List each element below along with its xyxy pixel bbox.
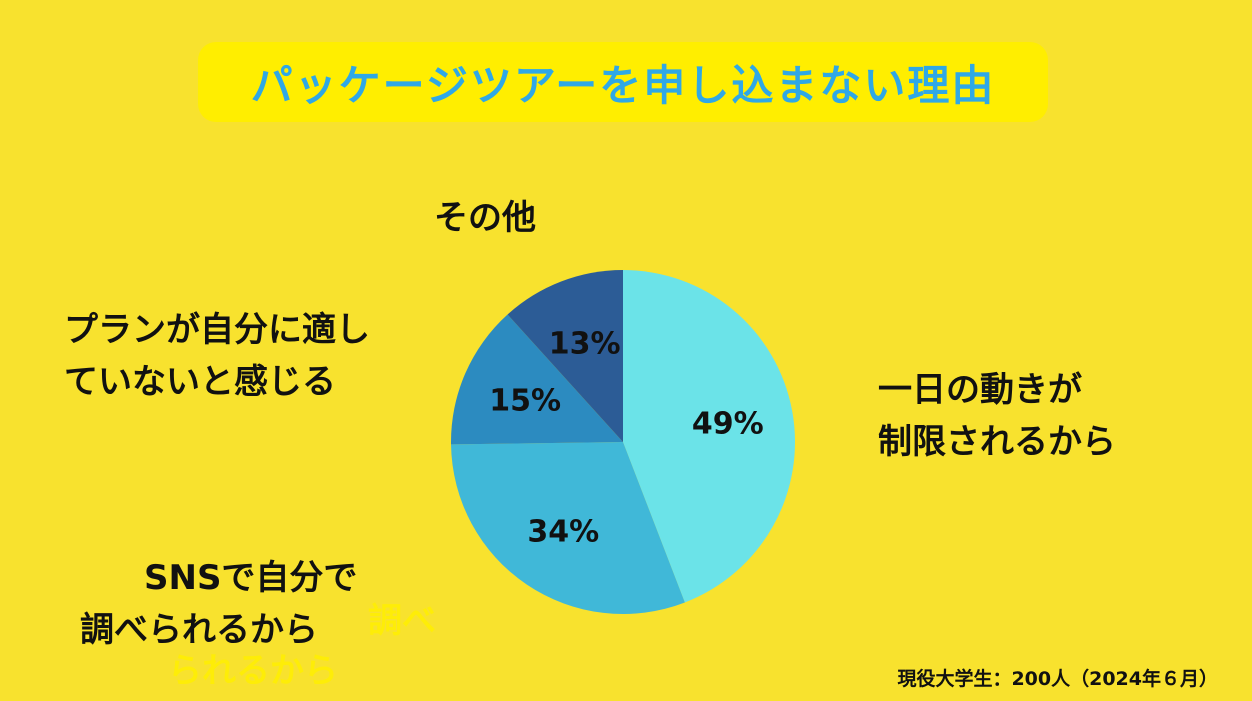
slice-sns-value-label: 34%: [527, 514, 599, 549]
slice-label-schedule: 一日の動きが 制限されるから: [878, 370, 1116, 462]
slice-schedule: [623, 270, 795, 603]
title-banner: パッケージツアーを申し込まない理由: [198, 42, 1048, 122]
slice-plan-value-label: 15%: [489, 383, 561, 418]
slice-label-other: その他: [434, 198, 536, 238]
slice-sns: [451, 442, 685, 614]
chart-title: パッケージツアーを申し込まない理由: [250, 60, 996, 110]
ghost-text: 調べ られるから: [168, 601, 436, 691]
slice-plan: [451, 314, 623, 445]
slice-label-plan: プランが自分に適し ていないと感じる: [64, 310, 370, 402]
slice-other: [507, 270, 623, 442]
source-note: 現役大学生：200人（2024年６月）: [897, 668, 1218, 690]
slice-schedule-value-label: 49%: [692, 406, 764, 441]
slice-other-value-label: 13%: [549, 326, 621, 361]
slice-label-sns: SNSで自分で 調べられるから: [80, 558, 358, 650]
